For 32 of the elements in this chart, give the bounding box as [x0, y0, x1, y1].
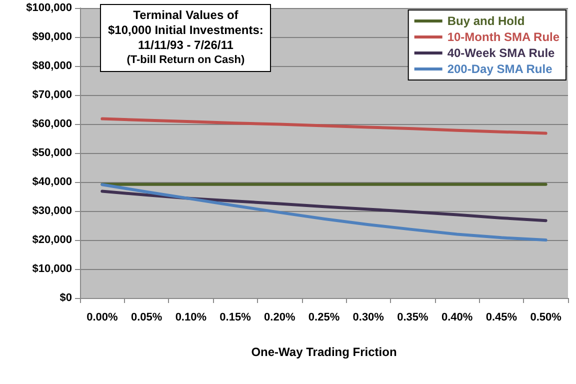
y-tick-label: $10,000 — [32, 263, 72, 275]
x-axis-title: One-Way Trading Friction — [251, 345, 397, 359]
x-tick-label: 0.10% — [175, 312, 207, 324]
legend-label: 200-Day SMA Rule — [447, 62, 553, 76]
line-series — [100, 117, 548, 135]
y-tick-label: $70,000 — [32, 89, 72, 101]
x-tick-label: 0.45% — [486, 312, 518, 324]
y-tick-label: $40,000 — [32, 176, 72, 188]
x-tick-label: 0.20% — [264, 312, 296, 324]
y-tick-label: $60,000 — [32, 118, 72, 130]
legend-label: 40-Week SMA Rule — [447, 46, 556, 60]
text: (T-bill Return on Cash) — [126, 53, 246, 67]
legend-label: 10-Month SMA Rule — [447, 30, 560, 44]
y-tick-label: $0 — [60, 292, 72, 304]
x-tick-label: 0.35% — [397, 312, 429, 324]
x-tick-label: 0.30% — [352, 312, 384, 324]
y-tick-label: $100,000 — [26, 2, 72, 14]
x-tick-label: 0.05% — [130, 312, 162, 324]
text: Terminal Values of $10,000 Initial Investments: 11/11/93 - 7/26/11 — [108, 8, 264, 53]
x-tick-label: 0.50% — [530, 312, 562, 324]
y-tick-label: $50,000 — [32, 147, 72, 159]
y-tick-label: $80,000 — [32, 60, 72, 72]
x-tick-label: 0.40% — [441, 312, 473, 324]
x-tick-label: 0.15% — [220, 312, 252, 324]
y-tick-label: $90,000 — [32, 31, 72, 43]
line-series — [100, 190, 548, 222]
y-tick-label: $30,000 — [32, 205, 72, 217]
x-tick-label: 0.00% — [86, 312, 118, 324]
y-tick-label: $20,000 — [32, 234, 72, 246]
legend-label: Buy and Hold — [447, 14, 525, 28]
line-series — [100, 183, 548, 242]
x-tick-label: 0.25% — [308, 312, 340, 324]
